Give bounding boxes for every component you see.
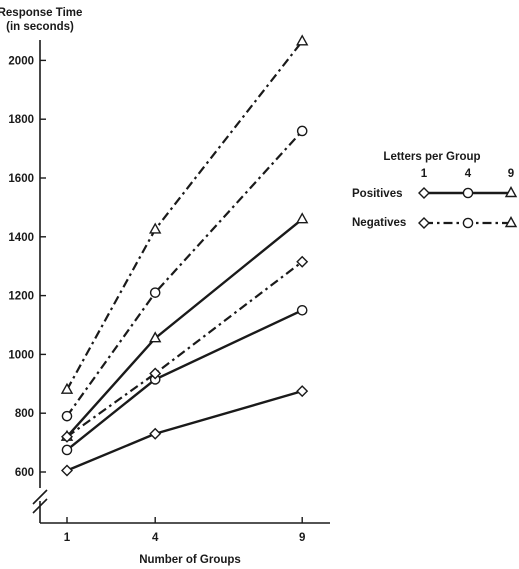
series-line bbox=[66, 309, 303, 451]
legend-label-positives: Positives bbox=[352, 188, 403, 200]
y-axis-title-line2: (in seconds) bbox=[6, 21, 74, 33]
y-ticks: 600 800 1000 1200 1400 1600 1800 2000 bbox=[8, 55, 46, 479]
legend-circle-marker bbox=[462, 217, 474, 229]
series-positives-9 bbox=[60, 212, 309, 441]
series-line bbox=[66, 389, 303, 472]
y-tick-label: 1600 bbox=[8, 173, 34, 185]
circle-marker-point bbox=[61, 444, 73, 456]
y-axis-title-line1: Response Time bbox=[0, 7, 82, 19]
y-tick-label: 800 bbox=[15, 408, 34, 420]
y-tick-label: 1400 bbox=[8, 232, 34, 244]
diamond-marker-point bbox=[61, 430, 73, 443]
circle-marker-point bbox=[61, 410, 73, 422]
legend-letters-1: 1 bbox=[421, 168, 428, 180]
y-tick-label: 2000 bbox=[8, 55, 34, 67]
diamond-marker-point bbox=[149, 367, 162, 380]
series-positives-1 bbox=[61, 385, 309, 477]
y-tick-label: 1200 bbox=[8, 291, 34, 303]
axes bbox=[32, 40, 330, 524]
series-line bbox=[66, 130, 304, 417]
series-line bbox=[66, 40, 304, 391]
legend-triangle-marker bbox=[504, 216, 518, 228]
diamond-marker-point bbox=[149, 427, 162, 440]
triangle-marker-point bbox=[60, 382, 74, 394]
legend-diamond-marker bbox=[418, 217, 430, 229]
legend-letters-4: 4 bbox=[465, 168, 472, 180]
y-tick-label: 1000 bbox=[8, 349, 34, 361]
circle-marker-point bbox=[149, 287, 161, 298]
series-positives-4 bbox=[61, 304, 308, 456]
y-tick-label: 1800 bbox=[8, 114, 34, 126]
circle-marker-point bbox=[296, 125, 308, 137]
series-line bbox=[66, 260, 303, 438]
triangle-marker-point bbox=[149, 331, 162, 343]
diamond-marker-point bbox=[61, 464, 73, 477]
series-group bbox=[60, 34, 309, 477]
diamond-marker-point bbox=[296, 255, 309, 268]
triangle-marker-point bbox=[296, 34, 309, 46]
legend-letters-9: 9 bbox=[508, 168, 514, 180]
diamond-marker-point bbox=[296, 385, 309, 398]
series-negatives-9 bbox=[60, 34, 309, 394]
triangle-marker-point bbox=[296, 212, 309, 224]
x-axis-title: Number of Groups bbox=[139, 554, 241, 566]
legend-label-negatives: Negatives bbox=[352, 217, 406, 229]
legend-diamond-marker bbox=[418, 187, 430, 199]
y-tick-label: 600 bbox=[15, 467, 34, 479]
circle-marker-point bbox=[296, 304, 308, 316]
x-tick-label: 9 bbox=[299, 532, 305, 544]
legend: Letters per Group 1 4 9 Positives Negati… bbox=[352, 151, 518, 229]
triangle-marker-point bbox=[149, 222, 162, 234]
series-negatives-4 bbox=[61, 125, 308, 422]
x-ticks: 1 4 9 bbox=[64, 517, 305, 544]
legend-header: Letters per Group bbox=[383, 151, 480, 163]
x-tick-label: 4 bbox=[152, 532, 159, 544]
legend-triangle-marker bbox=[504, 186, 518, 198]
x-tick-label: 1 bbox=[64, 532, 71, 544]
legend-circle-marker bbox=[462, 187, 474, 199]
series-negatives-1 bbox=[61, 255, 309, 443]
